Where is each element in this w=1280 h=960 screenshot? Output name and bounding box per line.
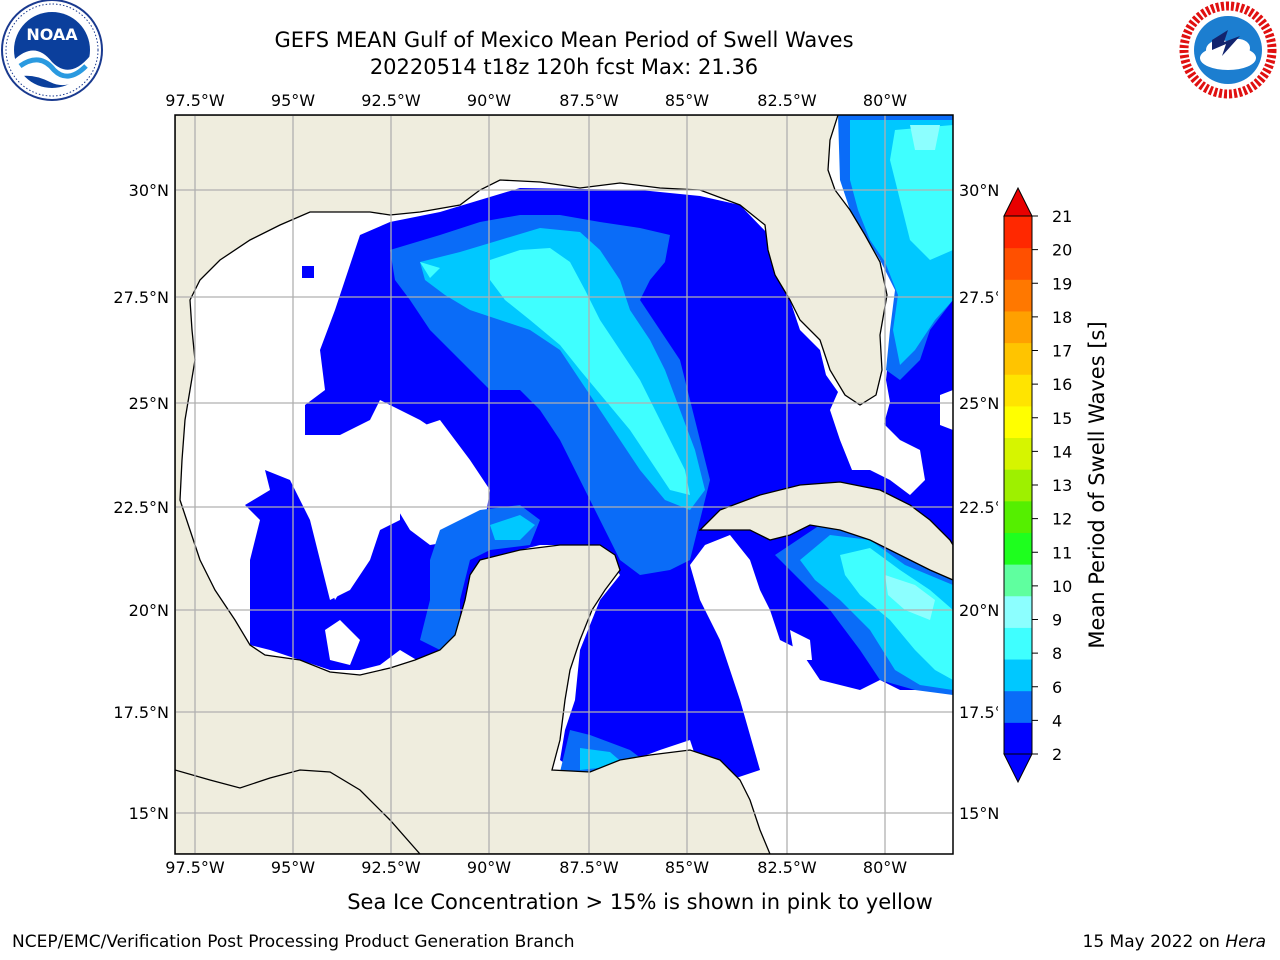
colorbar-tick-label: 11 xyxy=(1052,543,1072,562)
lon-label-bottom: 80°W xyxy=(863,858,907,877)
colorbar-tick-label: 8 xyxy=(1052,644,1062,663)
svg-text:NOAA: NOAA xyxy=(26,25,78,44)
colorbar-tick-label: 12 xyxy=(1052,510,1072,529)
lat-label-right: 30°N xyxy=(959,181,999,200)
lon-label-top: 97.5°W xyxy=(165,91,225,110)
lon-labels-bottom: 97.5°W 95°W 92.5°W 90°W 87.5°W 85°W 82.5… xyxy=(165,858,907,877)
colorbar-segment xyxy=(1004,722,1032,755)
colorbar-segment xyxy=(1004,564,1032,597)
credit-date-host: 15 May 2022 on Hera xyxy=(1083,932,1267,952)
colorbar-tick-label: 17 xyxy=(1052,342,1072,361)
nws-logo xyxy=(1179,1,1277,99)
sea-ice-note: Sea Ice Concentration > 15% is shown in … xyxy=(347,890,933,914)
colorbar-tick-label: 15 xyxy=(1052,409,1072,428)
credit-host: Hera xyxy=(1225,932,1266,952)
colorbar-tick-label: 9 xyxy=(1052,611,1062,630)
colorbar-tick-label: 6 xyxy=(1052,678,1062,697)
map-area xyxy=(175,115,953,854)
lat-label-left: 30°N xyxy=(129,181,169,200)
lat-label-left: 25°N xyxy=(129,394,169,413)
colorbar-segment xyxy=(1004,469,1032,502)
credit-branch: NCEP/EMC/Verification Post Processing Pr… xyxy=(12,932,575,952)
colorbar-segment xyxy=(1004,310,1032,344)
colorbar: 2 4 6 8 9 10 11 12 13 14 15 16 17 18 19 20 21 Mean Perio… xyxy=(998,185,1109,785)
lat-label-right: 20°N xyxy=(959,601,999,620)
lon-label-bottom: 92.5°W xyxy=(361,858,421,877)
lat-label-left: 17.5°N xyxy=(113,703,169,722)
lon-label-top: 82.5°W xyxy=(757,91,817,110)
colorbar-tick-label: 21 xyxy=(1052,207,1072,226)
plot-title: GEFS MEAN Gulf of Mexico Mean Period of … xyxy=(184,27,944,81)
colorbar-segment xyxy=(1004,247,1032,280)
colorbar-segment xyxy=(1004,405,1032,439)
lat-label-left: 20°N xyxy=(129,601,169,620)
colorbar-title: Mean Period of Swell Waves [s] xyxy=(1085,321,1109,648)
colorbar-tick-label: 14 xyxy=(1052,442,1072,461)
graticule xyxy=(175,115,953,854)
lon-label-bottom: 85°W xyxy=(665,858,709,877)
noaa-logo: NOAA xyxy=(1,0,103,101)
lon-labels-top: 97.5°W 95°W 92.5°W 90°W 87.5°W 85°W 82.5… xyxy=(165,91,907,110)
lat-labels-left: 30°N 27.5°N 25°N 22.5°N 20°N 17.5°N 15°N xyxy=(113,181,169,823)
lon-label-top: 95°W xyxy=(271,91,315,110)
title-line-1: GEFS MEAN Gulf of Mexico Mean Period of … xyxy=(274,28,854,52)
lon-label-bottom: 87.5°W xyxy=(559,858,619,877)
colorbar-segment xyxy=(1004,690,1032,723)
colorbar-segment xyxy=(1004,216,1032,249)
lon-label-bottom: 90°W xyxy=(467,858,511,877)
swell-field-6s xyxy=(420,228,705,510)
lon-label-top: 92.5°W xyxy=(361,91,421,110)
colorbar-segment xyxy=(1004,532,1032,565)
colorbar-tick-label: 18 xyxy=(1052,308,1072,327)
lon-label-top: 90°W xyxy=(467,91,511,110)
colorbar-segment xyxy=(1004,437,1032,470)
colorbar-tick-label: 2 xyxy=(1052,745,1062,764)
colorbar-segment xyxy=(1004,374,1032,407)
colorbar-segment xyxy=(1004,342,1032,375)
colorbar-tick-label: 4 xyxy=(1052,711,1062,730)
colorbar-segment xyxy=(1004,279,1032,312)
lon-label-bottom: 95°W xyxy=(271,858,315,877)
colorbar-segment xyxy=(1004,627,1032,660)
colorbar-tick-label: 10 xyxy=(1052,577,1072,596)
colorbar-segment xyxy=(1004,595,1032,628)
lon-label-top: 80°W xyxy=(863,91,907,110)
lon-label-top: 85°W xyxy=(665,91,709,110)
lat-label-right: 25°N xyxy=(959,394,999,413)
title-line-2: 20220514 t18z 120h fcst Max: 21.36 xyxy=(369,55,759,79)
lat-label-left: 22.5°N xyxy=(113,498,169,517)
swell-field-8s xyxy=(490,248,690,495)
colorbar-tick-label: 13 xyxy=(1052,476,1072,495)
lat-label-left: 15°N xyxy=(129,804,169,823)
lon-label-bottom: 97.5°W xyxy=(165,858,225,877)
credit-date: 15 May 2022 on xyxy=(1082,932,1226,952)
lon-label-bottom: 82.5°W xyxy=(757,858,817,877)
lat-label-right: 15°N xyxy=(959,804,999,823)
colorbar-segment xyxy=(1004,659,1032,692)
map-frame xyxy=(174,114,954,855)
colorbar-segment xyxy=(1004,500,1032,533)
colorbar-tick-label: 16 xyxy=(1052,375,1072,394)
colorbar-tick-label: 20 xyxy=(1052,241,1072,260)
lon-label-top: 87.5°W xyxy=(559,91,619,110)
lat-label-left: 27.5°N xyxy=(113,288,169,307)
colorbar-tick-label: 19 xyxy=(1052,274,1072,293)
